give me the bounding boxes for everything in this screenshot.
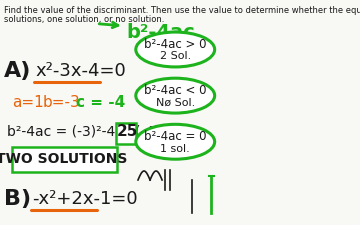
Ellipse shape: [136, 78, 215, 113]
Text: A): A): [4, 61, 31, 81]
Text: Nø Sol.: Nø Sol.: [156, 97, 195, 107]
Text: -x²+2x-1=0: -x²+2x-1=0: [32, 190, 138, 208]
Text: Find the value of the discriminant. Then use the value to determine whether the : Find the value of the discriminant. Then…: [4, 6, 360, 15]
Text: b²-4ac: b²-4ac: [126, 23, 195, 42]
Text: b²-4ac < 0: b²-4ac < 0: [144, 84, 207, 97]
FancyBboxPatch shape: [13, 147, 117, 172]
Text: b²-4ac = 0: b²-4ac = 0: [144, 130, 207, 143]
Text: 1 sol.: 1 sol.: [160, 144, 190, 153]
Text: TWO SOLUTIONS: TWO SOLUTIONS: [0, 152, 127, 166]
Text: b²-4ac > 0: b²-4ac > 0: [144, 38, 207, 51]
Ellipse shape: [136, 124, 215, 159]
Text: b=-3: b=-3: [43, 95, 81, 110]
Text: B): B): [4, 189, 31, 209]
Text: c = -4: c = -4: [76, 95, 125, 110]
Text: 2 Sol.: 2 Sol.: [159, 51, 191, 61]
Ellipse shape: [136, 32, 215, 67]
Text: x²-3x-4=0: x²-3x-4=0: [35, 62, 126, 80]
FancyBboxPatch shape: [116, 123, 136, 144]
Text: b²-4ac = (-3)²-4(1)(-4) =: b²-4ac = (-3)²-4(1)(-4) =: [6, 125, 175, 139]
Text: a=1: a=1: [12, 95, 44, 110]
Text: 25: 25: [117, 124, 138, 139]
Text: solutions, one solution, or no solution.: solutions, one solution, or no solution.: [4, 15, 165, 24]
